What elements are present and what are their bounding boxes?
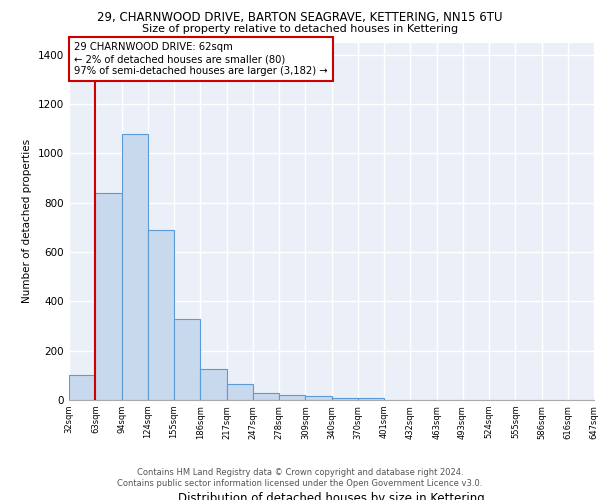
Bar [358,398,384,400]
Bar [148,230,174,400]
Y-axis label: Number of detached properties: Number of detached properties [22,139,32,304]
Bar [174,318,200,400]
Bar [200,369,227,400]
X-axis label: Distribution of detached houses by size in Kettering: Distribution of detached houses by size … [178,492,485,500]
Bar [95,193,122,400]
Bar [69,376,95,400]
Bar [332,398,358,400]
Bar [227,384,253,400]
Text: Contains HM Land Registry data © Crown copyright and database right 2024.
Contai: Contains HM Land Registry data © Crown c… [118,468,482,487]
Bar [253,392,279,400]
Text: 29 CHARNWOOD DRIVE: 62sqm
← 2% of detached houses are smaller (80)
97% of semi-d: 29 CHARNWOOD DRIVE: 62sqm ← 2% of detach… [74,42,328,76]
Text: 29, CHARNWOOD DRIVE, BARTON SEAGRAVE, KETTERING, NN15 6TU: 29, CHARNWOOD DRIVE, BARTON SEAGRAVE, KE… [97,12,503,24]
Text: Size of property relative to detached houses in Kettering: Size of property relative to detached ho… [142,24,458,34]
Bar [279,395,305,400]
Bar [305,396,332,400]
Bar [122,134,148,400]
